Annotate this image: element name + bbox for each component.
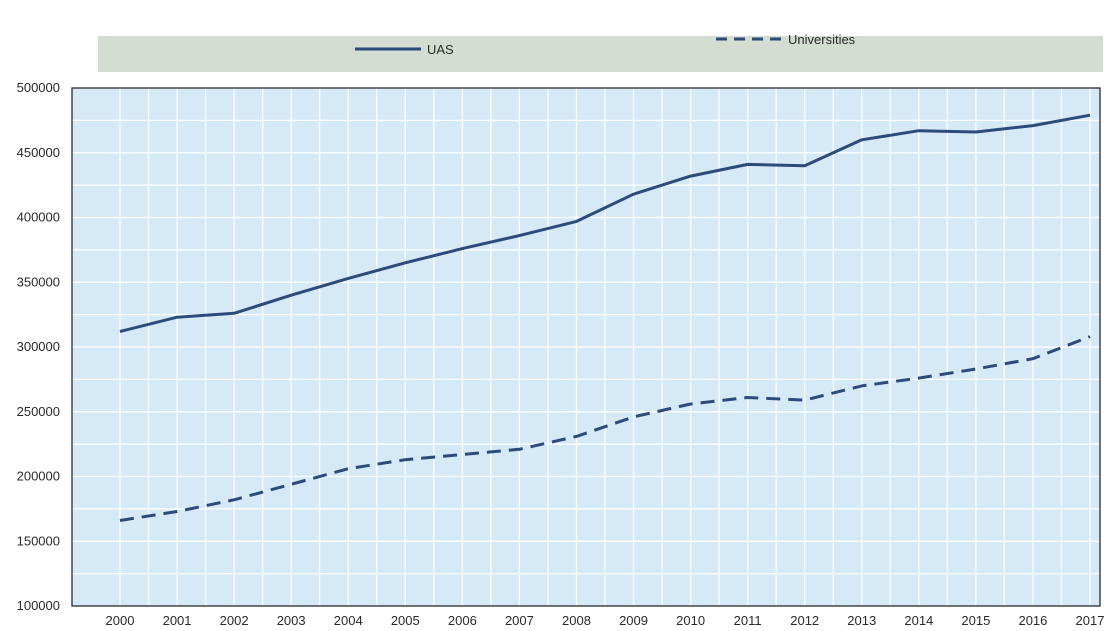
x-tick-label: 2008	[562, 613, 591, 628]
y-tick-label: 100000	[17, 598, 60, 613]
legend-band	[98, 36, 1103, 72]
legend-label: UAS	[427, 42, 454, 57]
x-tick-label: 2003	[277, 613, 306, 628]
x-tick-label: 2004	[334, 613, 363, 628]
x-tick-label: 2011	[734, 613, 762, 628]
y-tick-label: 450000	[17, 145, 60, 160]
y-tick-label: 250000	[17, 404, 60, 419]
x-tick-label: 2007	[505, 613, 534, 628]
x-tick-label: 2014	[904, 613, 933, 628]
y-tick-label: 150000	[17, 533, 60, 548]
y-tick-label: 200000	[17, 469, 60, 484]
x-tick-label: 2010	[676, 613, 705, 628]
x-tick-label: 2001	[163, 613, 192, 628]
x-tick-label: 2000	[106, 613, 135, 628]
series-line-universities	[119, 335, 1091, 522]
x-tick-label: 2012	[790, 613, 819, 628]
x-tick-label: 2013	[847, 613, 876, 628]
x-tick-label: 2009	[619, 613, 648, 628]
plot-frame	[71, 87, 1101, 607]
x-tick-label: 2015	[961, 613, 990, 628]
x-tick-label: 2017	[1076, 613, 1105, 628]
x-tick-label: 2002	[220, 613, 249, 628]
x-tick-label: 2006	[448, 613, 477, 628]
x-tick-label: 2005	[391, 613, 420, 628]
y-tick-label: 500000	[17, 80, 60, 95]
y-tick-label: 300000	[17, 339, 60, 354]
series-line-uas	[119, 113, 1091, 333]
y-tick-label: 350000	[17, 274, 60, 289]
y-tick-label: 400000	[17, 210, 60, 225]
x-tick-label: 2016	[1018, 613, 1047, 628]
legend-label: Universities	[788, 32, 856, 47]
